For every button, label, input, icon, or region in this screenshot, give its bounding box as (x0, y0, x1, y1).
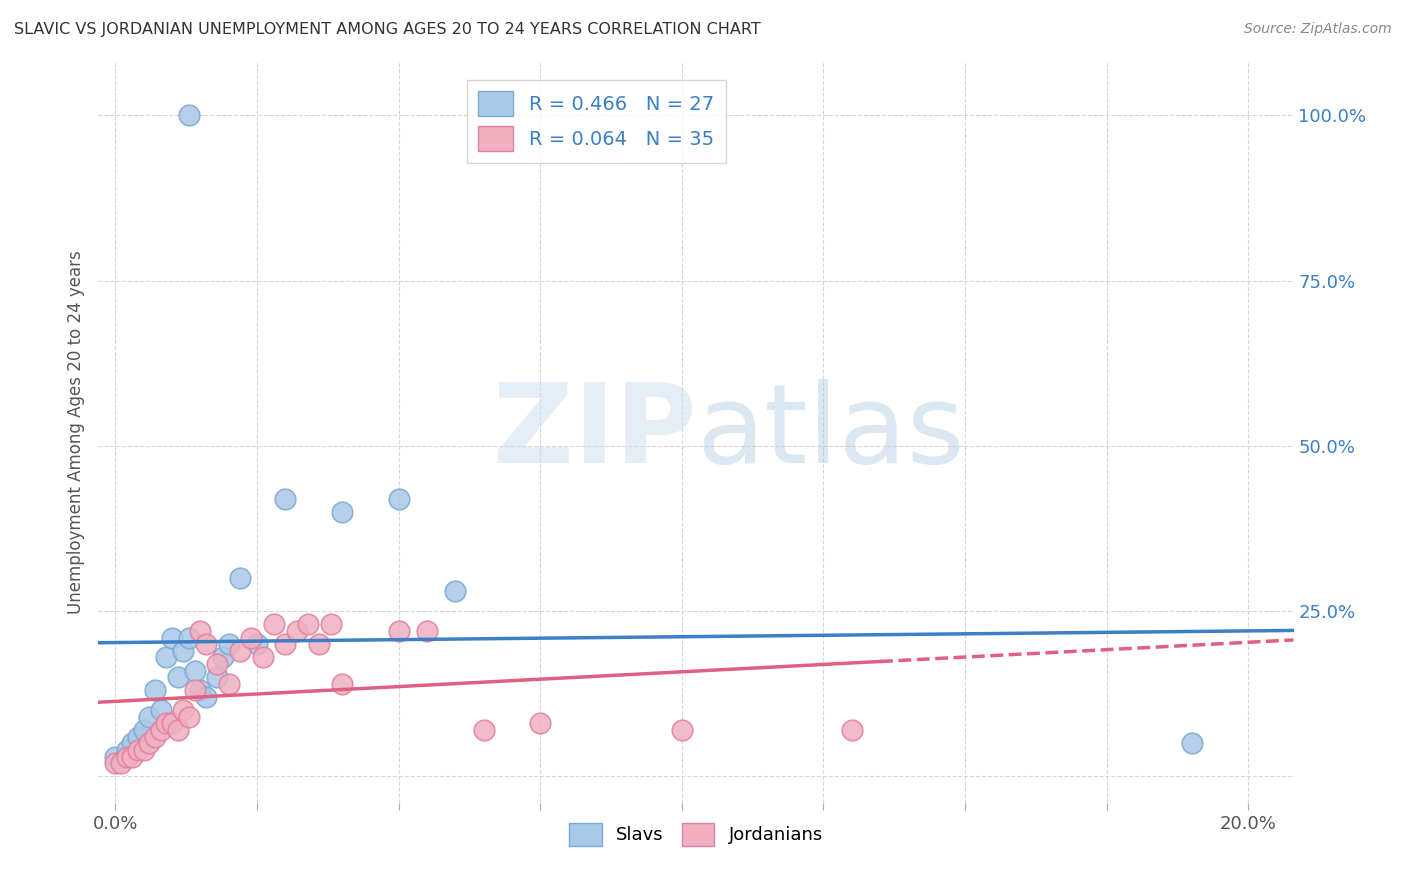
Point (1180, 736, 1202, 750)
Point (149, 723, 172, 737)
Point (132, 723, 155, 737)
Point (212, 650, 235, 665)
Point (207, 657, 229, 671)
Point (143, 683, 166, 698)
Point (671, 723, 693, 737)
Point (177, 710, 200, 724)
Point (252, 650, 274, 665)
Legend: Slavs, Jordanians: Slavs, Jordanians (562, 815, 830, 853)
Point (195, 690, 218, 704)
Point (127, 743, 149, 757)
Text: atlas: atlas (696, 379, 965, 486)
Point (160, 716, 183, 731)
Point (841, 723, 863, 737)
Point (246, 637, 269, 651)
Point (166, 723, 188, 737)
Point (274, 637, 297, 651)
Point (195, 637, 218, 651)
Point (104, 756, 127, 771)
Point (155, 650, 177, 665)
Point (121, 749, 143, 764)
Point (183, 664, 205, 678)
Point (297, 617, 319, 632)
Point (160, 631, 183, 645)
Y-axis label: Unemployment Among Ages 20 to 24 years: Unemployment Among Ages 20 to 24 years (66, 251, 84, 615)
Point (121, 736, 143, 750)
Point (240, 631, 263, 645)
Point (115, 749, 138, 764)
Text: Source: ZipAtlas.com: Source: ZipAtlas.com (1244, 22, 1392, 37)
Text: SLAVIC VS JORDANIAN UNEMPLOYMENT AMONG AGES 20 TO 24 YEARS CORRELATION CHART: SLAVIC VS JORDANIAN UNEMPLOYMENT AMONG A… (14, 22, 761, 37)
Point (218, 677, 240, 691)
Point (285, 624, 308, 638)
Point (330, 677, 353, 691)
Point (149, 703, 172, 717)
Point (229, 644, 252, 658)
Point (229, 571, 252, 585)
Point (190, 624, 212, 638)
Point (444, 584, 467, 599)
Point (138, 736, 160, 750)
Point (172, 703, 194, 717)
Point (132, 743, 155, 757)
Point (155, 716, 177, 731)
Point (190, 683, 212, 698)
Point (207, 670, 229, 684)
Point (330, 505, 353, 519)
Point (172, 644, 194, 658)
Point (115, 743, 138, 757)
Point (274, 491, 297, 506)
Point (472, 723, 495, 737)
Text: ZIP: ZIP (492, 379, 696, 486)
Point (263, 617, 285, 632)
Point (143, 730, 166, 744)
Point (166, 670, 188, 684)
Point (183, 683, 205, 698)
Point (110, 756, 132, 771)
Point (529, 716, 551, 731)
Point (388, 491, 411, 506)
Point (388, 624, 411, 638)
Point (177, 108, 200, 122)
Point (138, 710, 160, 724)
Point (218, 637, 240, 651)
Point (127, 730, 149, 744)
Point (104, 749, 127, 764)
Point (319, 617, 342, 632)
Point (308, 637, 330, 651)
Point (416, 624, 439, 638)
Point (177, 631, 200, 645)
